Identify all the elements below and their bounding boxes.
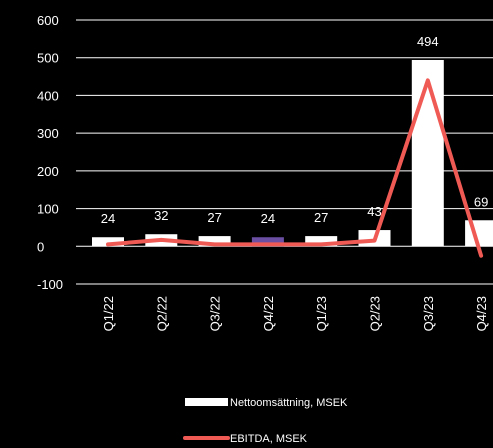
bar-series-nettoomsattning <box>92 59 493 247</box>
bar <box>92 237 124 247</box>
x-category-label: Q4/22 <box>261 296 276 331</box>
legend: Nettoomsättning, MSEK EBITDA, MSEK <box>183 397 348 445</box>
bar-data-label: 27 <box>207 210 221 225</box>
y-tick-label: 200 <box>37 164 59 179</box>
ebitda-line <box>106 78 484 258</box>
x-category-label: Q1/22 <box>101 296 116 331</box>
bar-data-label: 43 <box>367 204 381 219</box>
x-category-label: Q3/22 <box>208 296 223 331</box>
y-tick-label: 0 <box>37 239 44 254</box>
bar-data-label: 32 <box>154 208 168 223</box>
legend-bar-swatch <box>185 398 228 406</box>
legend-label-ebitda: EBITDA, MSEK <box>230 433 308 445</box>
y-tick-label: 500 <box>37 51 59 66</box>
x-category-label: Q4/23 <box>474 296 489 331</box>
y-tick-label: 400 <box>37 88 59 103</box>
bar <box>251 237 284 247</box>
bar-data-label: 27 <box>314 210 328 225</box>
bar <box>198 236 231 247</box>
bar <box>305 236 338 247</box>
line-series-ebitda <box>106 78 484 258</box>
y-tick-label: 100 <box>37 202 59 217</box>
y-tick-label: 600 <box>37 13 59 28</box>
bar-data-label: 69 <box>474 194 488 209</box>
x-category-label: Q2/22 <box>154 296 169 331</box>
y-axis-ticks: 600 500 400 300 200 100 0 -100 <box>37 13 63 292</box>
y-tick-label: -100 <box>37 277 63 292</box>
y-tick-label: 300 <box>37 126 59 141</box>
x-category-label: Q1/23 <box>314 296 329 331</box>
x-category-label: Q3/23 <box>421 296 436 331</box>
bar-data-label: 494 <box>417 34 439 49</box>
bar-data-label: 24 <box>101 211 115 226</box>
x-axis-labels: Q1/22 Q2/22 Q3/22 Q4/22 Q1/23 Q2/23 Q3/23 Q4/23 <box>101 296 489 331</box>
legend-label-nettoomsattning: Nettoomsättning, MSEK <box>230 397 348 409</box>
bar <box>411 59 444 247</box>
bar-data-labels: 24 32 27 24 27 43 494 69 <box>101 34 489 226</box>
x-category-label: Q2/23 <box>368 296 383 331</box>
bar-data-label: 24 <box>261 211 275 226</box>
